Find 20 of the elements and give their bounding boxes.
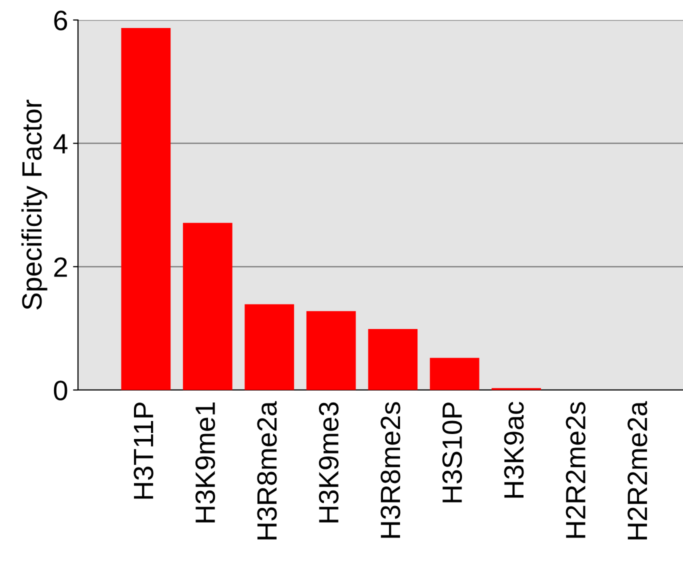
bar [430, 358, 480, 390]
bar [368, 328, 418, 390]
y-tick-label: 2 [54, 257, 67, 277]
bar [121, 28, 171, 390]
x-tick-label: H2R2me2s [566, 402, 586, 538]
bar [182, 222, 232, 390]
y-tick-label: 6 [54, 10, 68, 30]
x-tick-label: H3K9me1 [195, 402, 216, 522]
x-tick-label: H3S10P [442, 402, 462, 502]
x-tick-label: H2R2me2a [628, 401, 648, 540]
bar [306, 311, 356, 390]
x-tick-label: H3R8me2s [380, 402, 400, 538]
x-tick-label: H3K9ac [504, 402, 524, 498]
x-tick-label: H3T11P [134, 402, 154, 499]
x-tick-label: H3K9me3 [318, 402, 339, 522]
y-tick-label: 4 [53, 134, 68, 154]
y-tick-label: 0 [54, 380, 68, 400]
x-tick-label: H3R8me2a [257, 401, 277, 540]
bar [244, 304, 294, 390]
y-axis-title: Specificity Factor [21, 100, 48, 310]
